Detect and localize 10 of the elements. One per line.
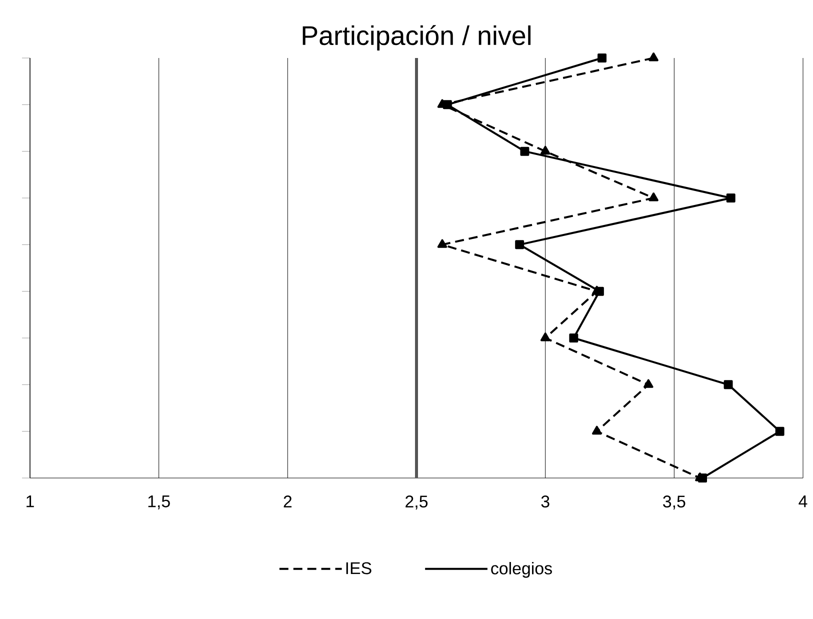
x-tick-label: 2 xyxy=(284,496,292,508)
legend-label: IES xyxy=(346,562,372,574)
x-tick-label: 2,5 xyxy=(406,496,428,510)
legend-label: colegios xyxy=(491,562,552,578)
chart-title: Participación / nivel xyxy=(302,25,531,50)
x-tick-label: 1,5 xyxy=(148,496,170,510)
x-tick-label: 1 xyxy=(26,496,34,508)
x-tick-label: 4 xyxy=(798,496,808,508)
x-tick-label: 3 xyxy=(541,496,550,508)
x-tick-label: 3,5 xyxy=(663,496,686,510)
